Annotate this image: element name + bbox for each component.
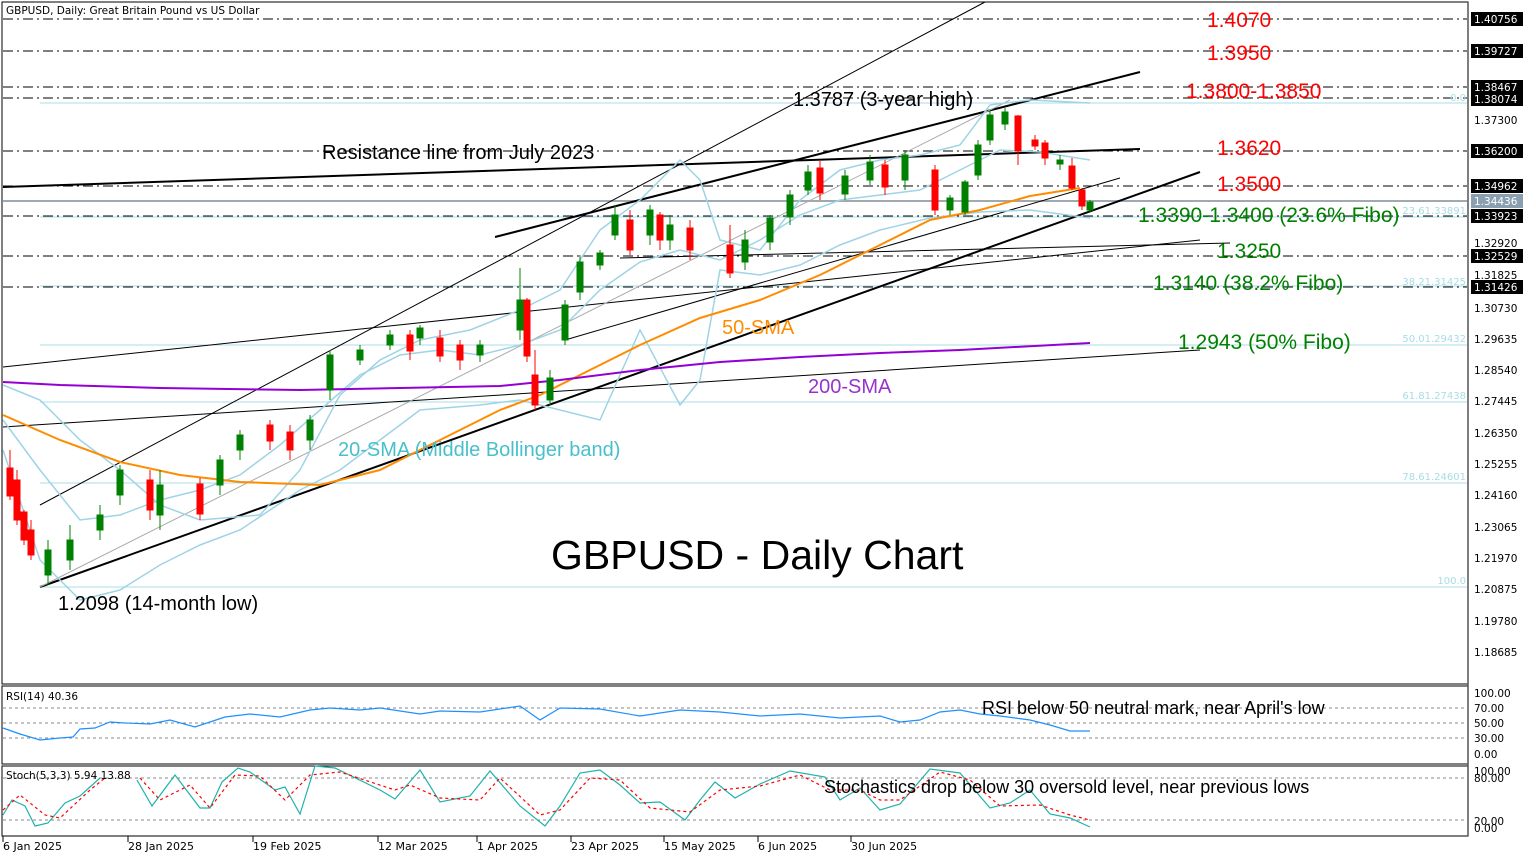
svg-text:100.0: 100.0	[1437, 576, 1466, 587]
svg-text:1.24160: 1.24160	[1474, 490, 1517, 502]
svg-text:6 Jan 2025: 6 Jan 2025	[3, 840, 62, 853]
svg-text:1.32920: 1.32920	[1474, 238, 1517, 250]
sma200-label: 200-SMA	[808, 376, 892, 398]
svg-text:1.32529: 1.32529	[1474, 251, 1517, 263]
svg-text:1.38467: 1.38467	[1474, 82, 1517, 94]
svg-text:1.34962: 1.34962	[1474, 181, 1517, 193]
trend-lines	[2, 1, 1231, 588]
svg-text:1.26350: 1.26350	[1474, 428, 1517, 440]
svg-text:1.23065: 1.23065	[1474, 522, 1517, 534]
svg-text:1.25255: 1.25255	[1474, 459, 1517, 471]
svg-text:6 Jun 2025: 6 Jun 2025	[758, 840, 817, 853]
svg-text:30.00: 30.00	[1474, 733, 1504, 745]
svg-text:70.00: 70.00	[1474, 703, 1504, 715]
sma20-label: 20-SMA (Middle Bollinger band)	[338, 439, 620, 461]
svg-text:28 Jan 2025: 28 Jan 2025	[128, 840, 194, 853]
svg-text:1.4070: 1.4070	[1207, 9, 1271, 32]
rsi-panel: RSI(14) 40.36 RSI below 50 neutral mark,…	[2, 688, 1511, 761]
svg-text:20.00: 20.00	[1474, 816, 1504, 828]
rsi-label: RSI(14) 40.36	[6, 691, 78, 703]
stochastic-label: Stoch(5,3,3) 5.94 13.88	[6, 770, 131, 782]
svg-text:23.61.33891: 23.61.33891	[1402, 206, 1466, 217]
sma50-line	[2, 187, 1081, 487]
svg-text:23 Apr 2025: 23 Apr 2025	[571, 840, 639, 853]
svg-text:0.0: 0.0	[1450, 93, 1466, 104]
svg-text:1.3250: 1.3250	[1217, 240, 1281, 263]
fourteen-month-low-label: 1.2098 (14-month low)	[58, 593, 258, 615]
svg-text:38.21.31425: 38.21.31425	[1402, 277, 1466, 288]
svg-text:1.3390-1.3400 (23.6% Fibo): 1.3390-1.3400 (23.6% Fibo)	[1138, 204, 1400, 227]
svg-text:1.33923: 1.33923	[1474, 211, 1517, 223]
fibonacci-lines	[40, 102, 1467, 588]
main-chart-title: GBPUSD - Daily Chart	[551, 532, 964, 578]
resistance-line-label: Resistance line from July 2023	[322, 142, 594, 164]
svg-text:100.00: 100.00	[1474, 688, 1511, 700]
svg-text:1.34436: 1.34436	[1474, 196, 1518, 208]
svg-text:50.01.29432: 50.01.29432	[1402, 334, 1466, 345]
chart-header-title: GBPUSD, Daily: Great Britain Pound vs US…	[6, 5, 260, 17]
level-lines	[3, 18, 1467, 288]
svg-text:30 Jun 2025: 30 Jun 2025	[851, 840, 917, 853]
svg-text:1.31825: 1.31825	[1474, 270, 1517, 282]
svg-text:1.3500: 1.3500	[1217, 173, 1281, 196]
candlesticks	[6, 108, 1094, 585]
stochastic-note: Stochastics drop below 30 oversold level…	[824, 777, 1309, 797]
svg-text:1.3800-1.3850: 1.3800-1.3850	[1186, 80, 1321, 103]
svg-text:1.27445: 1.27445	[1474, 396, 1517, 408]
rsi-note: RSI below 50 neutral mark, near April's …	[982, 698, 1326, 718]
svg-text:1.28540: 1.28540	[1474, 365, 1517, 377]
svg-text:1.39727: 1.39727	[1474, 46, 1517, 58]
svg-text:78.61.24601: 78.61.24601	[1402, 472, 1466, 483]
time-axis: 6 Jan 2025 28 Jan 2025 19 Feb 2025 12 Ma…	[2, 835, 1468, 853]
svg-text:1.3140 (38.2% Fibo): 1.3140 (38.2% Fibo)	[1153, 272, 1343, 295]
three-year-high-label: 1.3787 (3-year high)	[793, 89, 973, 111]
price-axis: 1.37300 1.32920 1.31825 1.30730 1.29635 …	[1474, 115, 1517, 659]
svg-text:1.38074: 1.38074	[1474, 94, 1518, 106]
resistance-annotations: 1.4070 1.3950 1.3800-1.3850 1.3620 1.350…	[1186, 9, 1321, 196]
svg-text:12 Mar 2025: 12 Mar 2025	[378, 840, 448, 853]
fibonacci-labels: 0.0 23.61.33891 38.21.31425 50.01.29432 …	[1402, 93, 1466, 587]
svg-text:1.2943 (50% Fibo): 1.2943 (50% Fibo)	[1178, 331, 1351, 354]
svg-text:1.31426: 1.31426	[1474, 282, 1518, 294]
svg-text:80.00: 80.00	[1474, 773, 1504, 785]
svg-text:1.29635: 1.29635	[1474, 334, 1517, 346]
svg-text:50.00: 50.00	[1474, 718, 1504, 730]
svg-text:1.3620: 1.3620	[1217, 137, 1281, 160]
svg-text:0.00: 0.00	[1474, 749, 1497, 761]
svg-text:100.00: 100.00	[1474, 766, 1511, 778]
svg-text:1.3950: 1.3950	[1207, 42, 1271, 65]
svg-text:1.30730: 1.30730	[1474, 303, 1517, 315]
svg-text:1.37300: 1.37300	[1474, 115, 1517, 127]
svg-text:19 Feb 2025: 19 Feb 2025	[253, 840, 321, 853]
svg-text:1.36200: 1.36200	[1474, 146, 1517, 158]
svg-text:0.00: 0.00	[1474, 823, 1497, 835]
svg-text:1.19780: 1.19780	[1474, 616, 1517, 628]
svg-text:1.20875: 1.20875	[1474, 584, 1517, 596]
svg-text:61.81.27438: 61.81.27438	[1402, 391, 1466, 402]
svg-text:1.18685: 1.18685	[1474, 647, 1517, 659]
svg-text:1.40756: 1.40756	[1474, 14, 1518, 26]
stochastic-panel: Stoch(5,3,3) 5.94 13.88 Stochastics drop…	[2, 765, 1511, 835]
svg-text:1 Apr 2025: 1 Apr 2025	[477, 840, 538, 853]
support-annotations: 1.3390-1.3400 (23.6% Fibo) 1.3250 1.3140…	[1138, 204, 1400, 354]
sma200-line	[2, 342, 1091, 392]
sma50-label: 50-SMA	[722, 317, 795, 339]
svg-text:1.21970: 1.21970	[1474, 553, 1517, 565]
svg-text:15 May 2025: 15 May 2025	[664, 840, 736, 853]
price-axis-boxed-labels: 1.40756 1.39727 1.38467 1.38074 1.36200 …	[1471, 12, 1523, 294]
